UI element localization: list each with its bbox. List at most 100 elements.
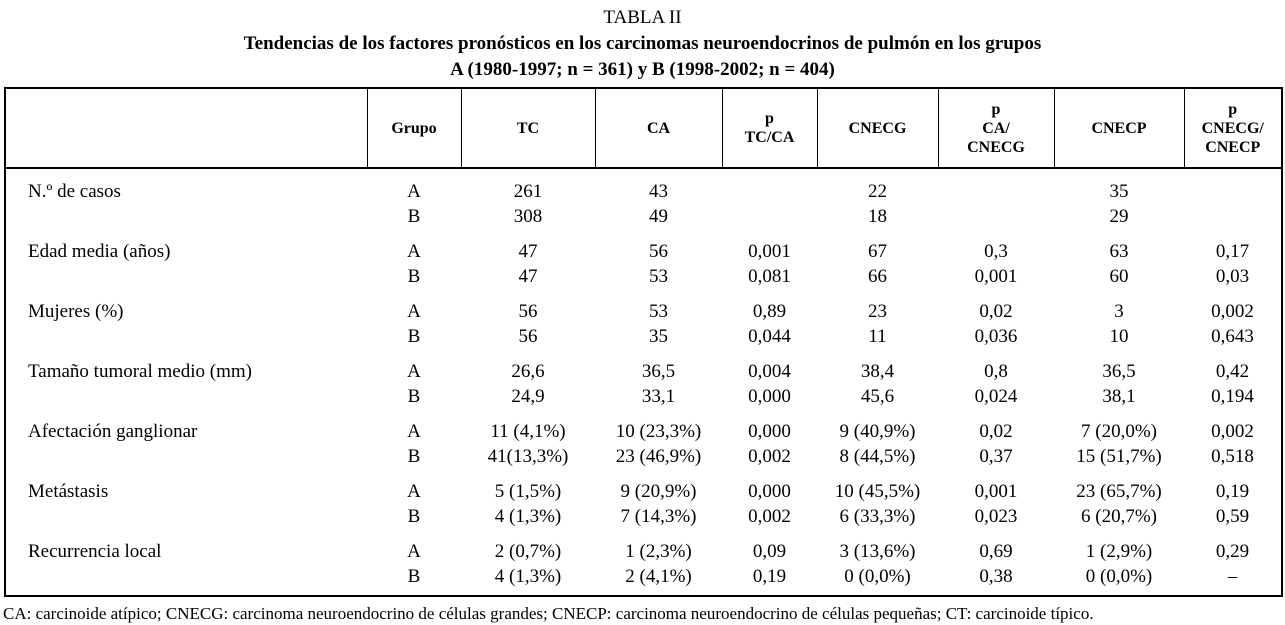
cell-value: 9 (20,9%) <box>620 481 697 502</box>
cell-value: 0,002 <box>1211 301 1254 322</box>
column-header-p-ca-cnecg: p CA/ CNECG <box>937 88 1054 169</box>
cell-value: 22 <box>868 181 887 202</box>
cell-value: 0,000 <box>748 481 791 502</box>
cell-value: 45,6 <box>860 386 895 407</box>
cell-value: 0,09 <box>752 541 787 562</box>
cell-value: 261 <box>513 181 543 202</box>
cell-value: 0,000 <box>748 386 791 407</box>
cell-value: 1 (2,3%) <box>625 541 692 562</box>
cell-value: 35 <box>649 326 668 347</box>
cell-value: 0,02 <box>979 301 1013 322</box>
cell-value: 0,024 <box>974 386 1018 407</box>
cell-grupo: A <box>407 481 421 502</box>
cell-value: 5 (1,5%) <box>494 481 562 502</box>
cell-value: 0,69 <box>979 541 1013 562</box>
cell-value: 308 <box>513 206 543 227</box>
prognostic-factors-table: Grupo TC CA p TC/CA CNECG p CA/ CNECG CN… <box>4 87 1283 597</box>
cell-value: 29 <box>1109 206 1129 227</box>
cell-value: 10 <box>1109 326 1129 347</box>
cell-value: 0,03 <box>1215 266 1250 287</box>
cell-grupo: B <box>407 446 421 467</box>
cell-value: 0,29 <box>1215 541 1250 562</box>
cell-value: 0,001 <box>974 481 1018 502</box>
cell-grupo: B <box>407 386 421 407</box>
cell-value: 33,1 <box>641 386 676 407</box>
cell-value: 0 (0,0%) <box>1085 566 1153 587</box>
cell-value: 53 <box>649 266 668 287</box>
row-label: Metástasis <box>28 481 109 502</box>
cell-value: 56 <box>649 241 668 262</box>
cell-value: 0,000 <box>748 421 791 442</box>
cell-value: 0,38 <box>979 566 1013 587</box>
cell-grupo: A <box>407 241 421 262</box>
cell-grupo: B <box>407 326 421 347</box>
cell-value: – <box>1227 566 1238 587</box>
cell-value: 11 (4,1%) <box>490 421 566 442</box>
cell-value: 63 <box>1109 241 1129 262</box>
cell-value: 11 <box>868 326 887 347</box>
table-subtitle-line1: Tendencias de los factores pronósticos e… <box>243 33 1042 54</box>
row-label: Mujeres (%) <box>28 301 124 322</box>
column-header-cnecg: CNECG <box>816 88 938 169</box>
cell-value: 38,4 <box>860 361 895 382</box>
cell-value: 4 (1,3%) <box>494 566 562 587</box>
cell-value: 0,036 <box>974 326 1018 347</box>
cell-value: 0,044 <box>748 326 791 347</box>
cell-value: 0,19 <box>752 566 787 587</box>
cell-value: 9 (40,9%) <box>839 421 916 442</box>
cell-value: 18 <box>868 206 887 227</box>
row-label: N.º de casos <box>28 181 121 202</box>
cell-value: 3 (13,6%) <box>839 541 916 562</box>
cell-value: 0,001 <box>748 241 791 262</box>
cell-value: 24,9 <box>511 386 545 407</box>
cell-value: 35 <box>1109 181 1129 202</box>
cell-value: 10 (45,5%) <box>834 481 921 502</box>
cell-value: 7 (20,0%) <box>1081 421 1157 442</box>
cell-value: 8 (44,5%) <box>839 446 916 467</box>
cell-value: 26,6 <box>511 361 545 382</box>
cell-value: 0,17 <box>1215 241 1250 262</box>
row-label: Edad media (años) <box>28 241 171 262</box>
cell-value: 2 (0,7%) <box>494 541 562 562</box>
cell-value: 6 (33,3%) <box>839 506 916 527</box>
cell-grupo: A <box>407 361 421 382</box>
column-header-empty <box>5 88 367 169</box>
cell-value: 23 (46,9%) <box>615 446 702 467</box>
abbreviations-footnote: CA: carcinoide atípico; CNECG: carcinoma… <box>3 604 1094 623</box>
table-row-casos-b: B 308 49 18 29 <box>5 204 1282 229</box>
cell-value: 2 (4,1%) <box>625 566 692 587</box>
cell-value <box>1184 204 1282 229</box>
table-subtitle-line2: A (1980-1997; n = 361) y B (1998-2002; n… <box>450 59 835 80</box>
cell-value: 0,001 <box>974 266 1018 287</box>
cell-value: 15 (51,7%) <box>1076 446 1162 467</box>
table-row-tamano-b: B 24,9 33,1 0,000 45,6 0,024 38,1 0,194 <box>5 384 1282 409</box>
table-row-recurrencia-b: B 4 (1,3%) 2 (4,1%) 0,19 0 (0,0%) 0,38 0… <box>5 564 1282 596</box>
cell-value: 0,37 <box>979 446 1013 467</box>
cell-value: 23 <box>868 301 887 322</box>
cell-value: 38,1 <box>1102 386 1136 407</box>
column-header-p-cnecg-cnecp: p CNECG/ CNECP <box>1183 88 1282 169</box>
cell-value: 4 (1,3%) <box>494 506 562 527</box>
cell-value: 0,518 <box>1211 446 1254 467</box>
cell-grupo: A <box>407 181 421 202</box>
cell-value: 0,643 <box>1211 326 1254 347</box>
cell-grupo: A <box>407 541 421 562</box>
row-label: Afectación ganglionar <box>28 421 198 442</box>
cell-value: 43 <box>649 181 668 202</box>
column-header-grupo: Grupo <box>366 88 461 169</box>
cell-value: 36,5 <box>1102 361 1136 382</box>
cell-value <box>722 168 817 204</box>
cell-value: 36,5 <box>641 361 676 382</box>
cell-value: 0,3 <box>984 241 1008 262</box>
table-row-recurrencia-a: Recurrencia local A 2 (0,7%) 1 (2,3%) 0,… <box>5 529 1282 564</box>
cell-value: 1 (2,9%) <box>1085 541 1153 562</box>
cell-value: 23 (65,7%) <box>1076 481 1162 502</box>
cell-value: 0 (0,0%) <box>844 566 911 587</box>
table-row-metastasis-a: Metástasis A 5 (1,5%) 9 (20,9%) 0,000 10… <box>5 469 1282 504</box>
cell-value: 0,42 <box>1215 361 1250 382</box>
cell-value: 7 (14,3%) <box>620 506 697 527</box>
cell-value: 60 <box>1109 266 1129 287</box>
cell-grupo: A <box>407 301 421 322</box>
cell-value: 67 <box>868 241 887 262</box>
